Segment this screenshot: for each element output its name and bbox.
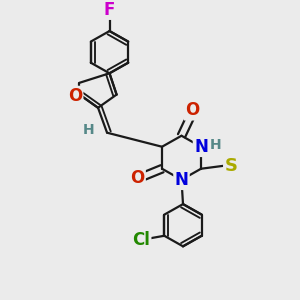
Text: Cl: Cl [132,231,150,249]
Text: O: O [68,87,82,105]
Text: N: N [175,171,188,189]
Text: O: O [185,101,199,119]
Text: F: F [104,1,115,19]
Text: H: H [83,123,95,137]
Text: S: S [224,157,238,175]
Text: H: H [210,138,221,152]
Text: N: N [194,138,208,156]
Text: O: O [130,169,145,187]
